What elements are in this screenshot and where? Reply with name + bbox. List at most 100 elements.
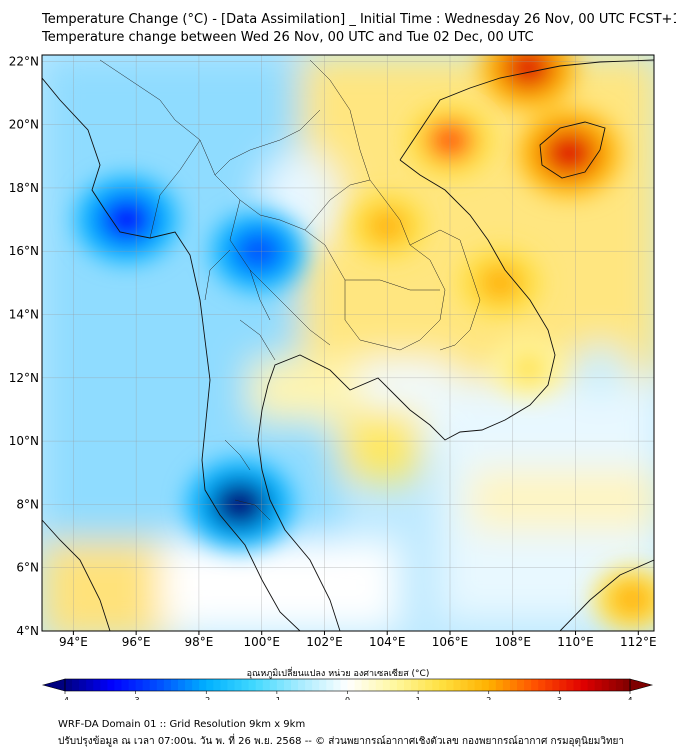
colorbar-swatch [467,679,476,691]
south-china-hot [502,55,555,90]
colorbar-swatch [107,679,115,691]
colorbar-min-extend [41,678,66,692]
colorbar-swatch [418,679,426,691]
central-vietnam-warm [478,264,522,302]
colorbar-swatch [545,679,553,691]
colorbar-swatch [439,679,447,691]
colorbar-swatch [368,679,377,691]
colorbar-swatch [347,679,356,691]
colorbar-swatch [220,679,228,691]
myanmar-cold [99,196,155,243]
lat-label: 22°N [9,54,39,68]
colorbar-swatch [262,679,271,691]
colorbar-swatch [114,679,122,691]
colorbar-tick-label: -3 [132,696,140,700]
colorbar-tick-label: 3 [557,696,562,700]
map-subtitle: Temperature change between Wed 26 Nov, 0… [42,30,534,45]
temperature-field [42,55,654,631]
colorbar-swatch [319,679,327,691]
lon-label: 102°E [306,635,343,649]
colorbar-swatch [178,679,186,691]
colorbar-swatch [509,679,518,691]
plot-frame [41,54,655,632]
colorbar-swatch [305,679,313,691]
lon-label: 100°E [243,635,280,649]
colorbar-swatch [615,679,624,691]
province-borders [99,59,481,521]
south-vietnam-warm [510,352,547,384]
colorbar-swatch [255,679,264,691]
colorbar-swatch [149,679,158,691]
colorbar-swatch [396,679,405,691]
colorbar-swatch [587,679,596,691]
colorbar-segments [65,679,631,691]
colorbar-swatch [269,679,278,691]
colorbar-swatch [276,679,285,691]
colorbar-swatch [580,679,589,691]
colorbar-swatch [460,679,469,691]
colorbar-tick-label: 1 [416,696,421,700]
colorbar-swatch [474,679,483,691]
colorbar-swatch [121,679,130,691]
colorbar-swatch [601,679,610,691]
colorbar-swatch [594,679,603,691]
colorbar-swatch [185,679,193,691]
graticule [42,55,654,631]
colorbar-swatch [453,679,461,691]
lon-label: 112°E [620,635,657,649]
colorbar-swatch [552,679,560,691]
colorbar-tick-label: 4 [627,696,632,700]
colorbar-swatch [340,679,348,691]
colorbar-swatch [312,679,320,691]
lon-label: 110°E [557,635,594,649]
colorbar-swatch [333,679,341,691]
colorbar-swatch [100,679,108,691]
colorbar-swatch [502,679,511,691]
colorbar-swatch [86,679,94,691]
colorbar-swatch [495,679,504,691]
colorbar-swatch [65,679,73,691]
hainan-hot [541,130,597,177]
colorbar-swatch [375,679,384,691]
lon-label: 94°E [59,635,88,649]
colorbar-swatch [135,679,144,691]
colorbar-swatch [213,679,221,691]
lat-label: 14°N [9,308,39,322]
colorbar-swatch [531,679,539,691]
colorbar-swatch [283,679,292,691]
lat-label: 8°N [16,497,39,511]
colorbar-tick-label: 2 [486,696,491,700]
lat-label: 6°N [16,561,39,575]
colorbar-swatch [163,679,172,691]
colorbar-swatch [128,679,137,691]
colorbar-swatch [206,679,214,691]
colorbar-swatch [538,679,546,691]
footer-model-info: WRF-DA Domain 01 :: Grid Resolution 9km … [58,719,306,730]
lon-label: 106°E [432,635,469,649]
lon-label: 104°E [369,635,406,649]
colorbar-swatch [227,679,235,691]
lon-label: 98°E [184,635,213,649]
colorbar-swatch [559,679,567,691]
colorbar-swatch [524,679,532,691]
lon-label: 108°E [495,635,532,649]
colorbar-swatch [566,679,574,691]
colorbar-swatch [361,679,370,691]
colorbar-swatch [622,679,631,691]
colorbar-swatch [573,679,582,691]
colorbar-swatch [404,679,412,691]
colorbar-swatch [446,679,454,691]
colorbar-swatch [93,679,101,691]
colorbar-swatch [389,679,398,691]
colorbar-swatch [517,679,525,691]
colorbar: -4 -3 -2 -1 0 1 2 3 4 [41,678,654,700]
se-corner-warm [612,582,653,617]
colorbar-swatch [170,679,179,691]
colorbar-swatch [488,679,497,691]
colorbar-swatch [291,679,299,691]
lat-label: 4°N [16,624,39,638]
colorbar-swatch [608,679,617,691]
colorbar-swatch [199,679,207,691]
map-title: Temperature Change (°C) - [Data Assimila… [42,12,676,27]
footer-update-info: ปรับปรุงข้อมูล ณ เวลา 07:00น. วัน พ. ที่… [58,736,625,747]
